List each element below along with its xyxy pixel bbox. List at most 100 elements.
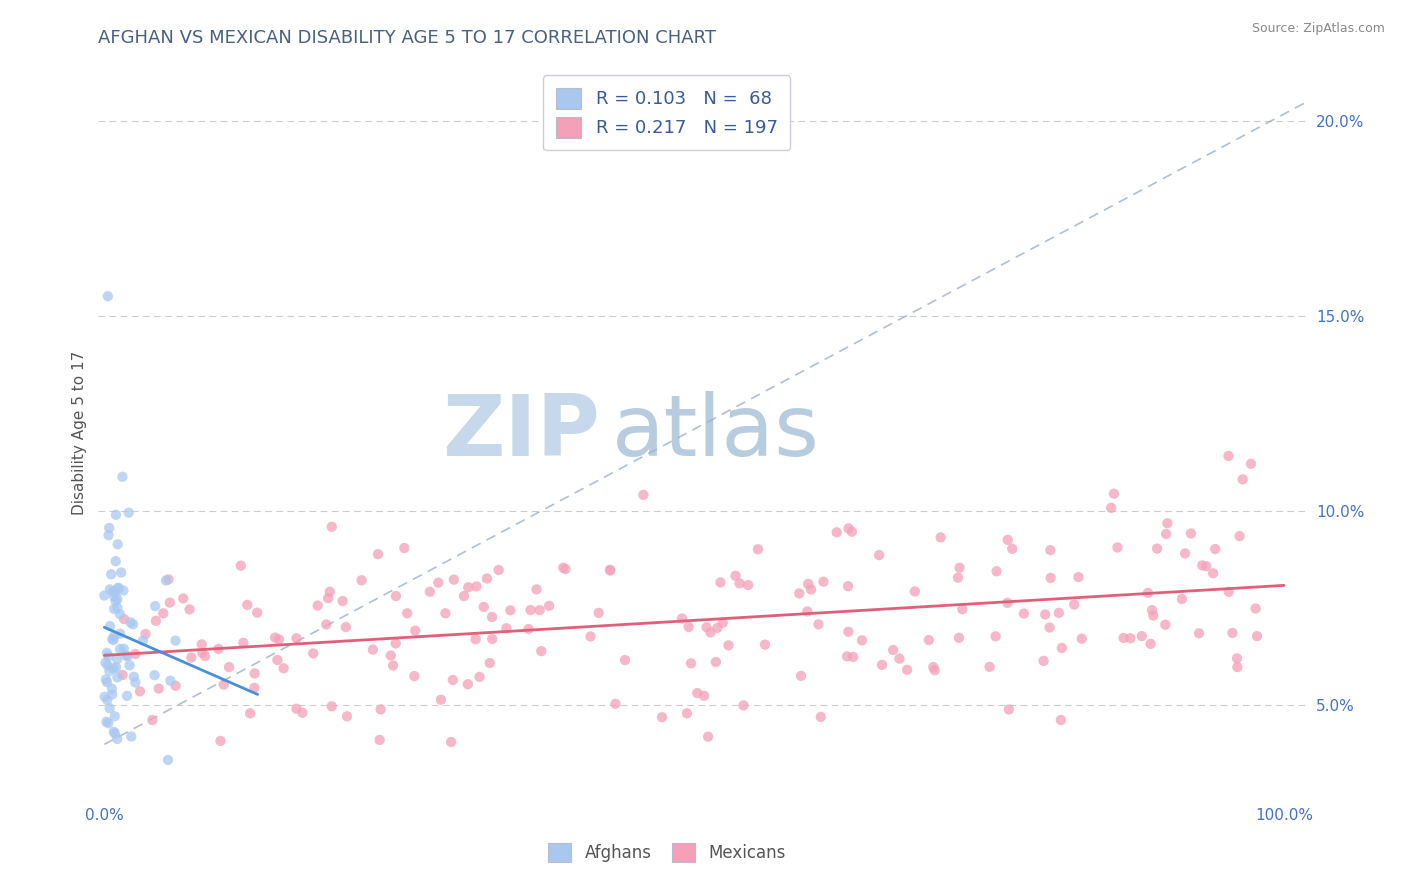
Point — [457, 580, 479, 594]
Point — [385, 589, 408, 603]
Point — [396, 607, 419, 621]
Point — [918, 633, 941, 648]
Point — [98, 701, 121, 715]
Text: atlas: atlas — [613, 391, 820, 475]
Point — [103, 602, 125, 616]
Point — [129, 684, 152, 698]
Point — [285, 632, 308, 646]
Point — [599, 563, 621, 577]
Point — [105, 660, 128, 674]
Point — [97, 528, 120, 542]
Point — [316, 591, 339, 606]
Point — [321, 699, 343, 714]
Point — [194, 648, 217, 663]
Point — [1240, 457, 1263, 471]
Point — [1218, 449, 1240, 463]
Point — [335, 620, 357, 634]
Point — [1102, 486, 1125, 500]
Point — [96, 714, 118, 729]
Point — [105, 600, 128, 615]
Point — [1226, 651, 1249, 665]
Point — [105, 731, 128, 746]
Point — [1099, 500, 1122, 515]
Point — [94, 673, 117, 687]
Point — [321, 520, 343, 534]
Point — [1001, 541, 1024, 556]
Point — [232, 636, 254, 650]
Point — [370, 702, 392, 716]
Point — [207, 642, 229, 657]
Point — [118, 506, 141, 520]
Point — [813, 574, 835, 589]
Point — [950, 602, 973, 616]
Point — [737, 578, 759, 592]
Point — [104, 585, 127, 599]
Point — [264, 631, 287, 645]
Point — [93, 690, 115, 704]
Point — [101, 584, 124, 599]
Point — [453, 589, 475, 603]
Point — [332, 594, 354, 608]
Point — [101, 681, 124, 696]
Point — [97, 658, 120, 673]
Point — [117, 649, 139, 664]
Point — [285, 702, 308, 716]
Point — [825, 525, 848, 540]
Legend: Afghans, Mexicans: Afghans, Mexicans — [541, 836, 792, 869]
Point — [380, 648, 402, 663]
Point — [747, 542, 769, 557]
Point — [1136, 586, 1159, 600]
Point — [273, 661, 295, 675]
Point — [98, 664, 121, 678]
Point — [143, 668, 166, 682]
Point — [1112, 631, 1135, 645]
Point — [94, 656, 117, 670]
Point — [97, 649, 120, 664]
Point — [156, 753, 179, 767]
Point — [145, 614, 167, 628]
Point — [107, 537, 129, 551]
Point — [1050, 640, 1073, 655]
Point — [1218, 584, 1240, 599]
Point — [302, 647, 325, 661]
Point — [111, 668, 134, 682]
Point — [1191, 558, 1213, 573]
Point — [1180, 526, 1202, 541]
Point — [838, 521, 860, 535]
Point — [96, 646, 118, 660]
Point — [104, 726, 127, 740]
Point — [124, 647, 146, 661]
Point — [98, 582, 121, 597]
Point — [104, 508, 127, 522]
Point — [1229, 529, 1251, 543]
Point — [984, 629, 1007, 643]
Point — [105, 592, 128, 607]
Point — [841, 524, 863, 539]
Point — [519, 603, 541, 617]
Point — [111, 469, 134, 483]
Point — [103, 724, 125, 739]
Point — [579, 629, 602, 643]
Point — [98, 619, 121, 633]
Point — [1202, 566, 1225, 581]
Point — [699, 625, 721, 640]
Point — [190, 637, 212, 651]
Point — [851, 633, 873, 648]
Point — [465, 579, 488, 593]
Point — [1050, 713, 1073, 727]
Point — [243, 681, 266, 695]
Point — [1171, 592, 1194, 607]
Point — [733, 698, 755, 713]
Point — [538, 599, 561, 613]
Point — [319, 584, 342, 599]
Point — [112, 612, 135, 626]
Point — [172, 591, 194, 606]
Point — [1047, 606, 1070, 620]
Point — [120, 730, 142, 744]
Point — [481, 610, 503, 624]
Point — [706, 621, 728, 635]
Point — [1067, 570, 1090, 584]
Point — [291, 706, 314, 720]
Point — [218, 660, 240, 674]
Point — [478, 656, 501, 670]
